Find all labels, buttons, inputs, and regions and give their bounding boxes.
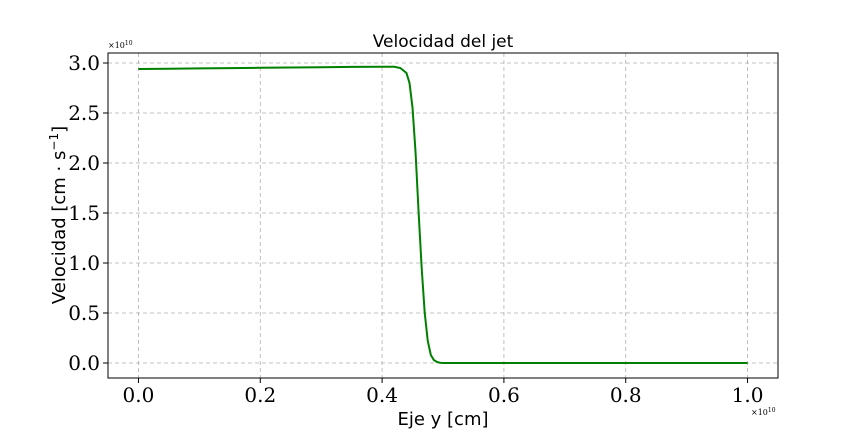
- plot-area: [138, 65, 748, 364]
- y-tick-label: 1.0: [68, 251, 100, 275]
- y-tick-label: 2.0: [68, 151, 100, 175]
- y-axis-label-exponent: −1: [47, 133, 61, 151]
- x-axis-multiplier: ×1010: [751, 407, 776, 417]
- grid: [108, 53, 778, 378]
- y-axis-label: Velocidad [cm · s−1]: [47, 126, 70, 304]
- x-tick-label: 0.0: [123, 383, 155, 407]
- x-multiplier-exponent: 10: [768, 407, 776, 414]
- x-tick-label: 1.0: [732, 383, 764, 407]
- chart-title: Velocidad del jet: [373, 32, 514, 52]
- y-tick-label: 2.5: [68, 101, 100, 125]
- x-tick-label: 0.6: [488, 383, 520, 407]
- y-tick-label: 0.0: [68, 351, 100, 375]
- y-multiplier-base: ×10: [108, 41, 125, 50]
- x-multiplier-base: ×10: [751, 408, 768, 417]
- x-tick-label: 0.2: [244, 383, 276, 407]
- plot-frame: [107, 52, 779, 379]
- series-line: [138, 65, 748, 364]
- y-tick-label: 1.5: [68, 201, 100, 225]
- y-multiplier-exponent: 10: [125, 40, 133, 47]
- y-tick-label: 3.0: [68, 51, 100, 75]
- x-tick-label: 0.4: [366, 383, 398, 407]
- y-tick-label: 0.5: [68, 301, 100, 325]
- axis-ticks: 0.0 0.2 0.4 0.6 0.8 1.0 0.0 0.5 1.0 1.5 2.0 2.5 3.0: [68, 51, 763, 407]
- x-tick-label: 0.8: [610, 383, 642, 407]
- y-axis-label-close: ]: [49, 126, 70, 133]
- y-axis-multiplier: ×1010: [108, 40, 133, 50]
- x-axis-label: Eje y [cm]: [397, 409, 488, 430]
- y-axis-label-text: Velocidad [cm · s: [49, 151, 70, 305]
